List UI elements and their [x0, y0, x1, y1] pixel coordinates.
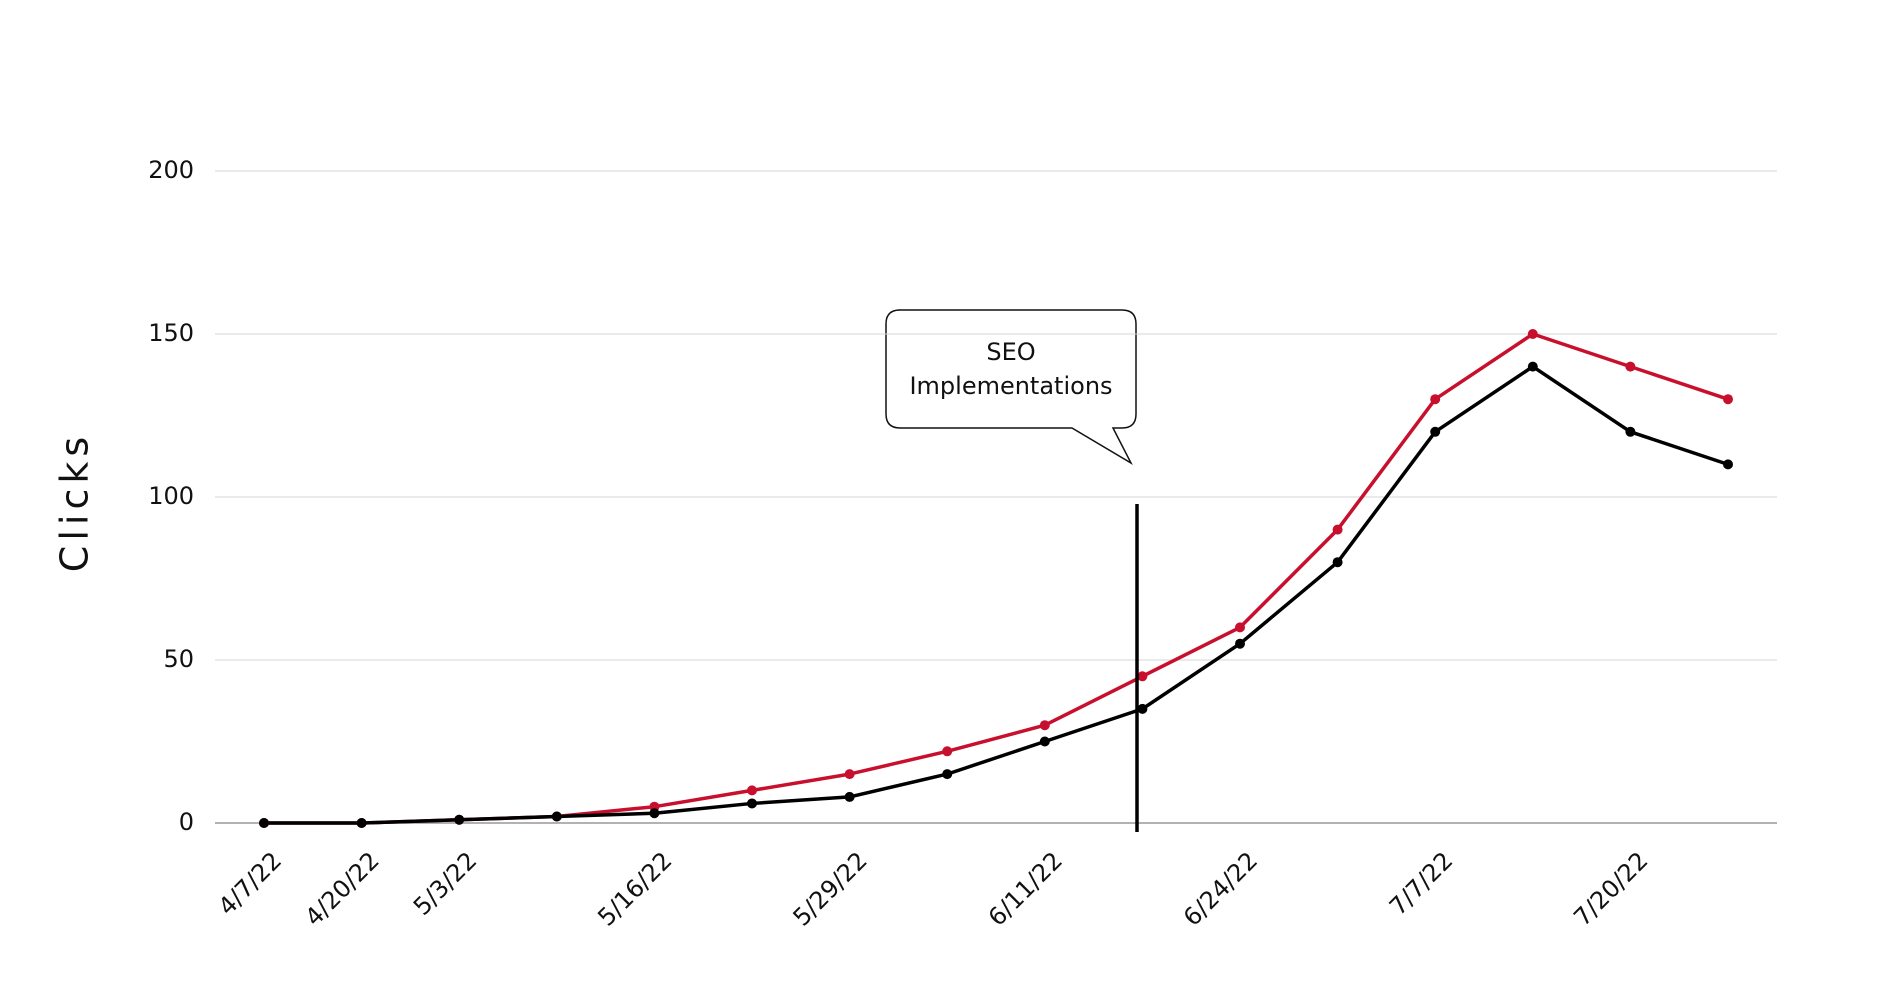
data-point	[1625, 361, 1636, 372]
data-point	[1332, 524, 1343, 535]
data-point	[1137, 703, 1148, 714]
data-point	[1723, 394, 1733, 405]
y-tick-label: 0	[179, 808, 194, 836]
x-tick-label: 4/20/22	[300, 846, 385, 931]
data-point	[1430, 394, 1441, 405]
data-point	[942, 746, 953, 757]
data-point	[844, 791, 855, 802]
y-axis-label: Clicks	[53, 432, 97, 572]
data-point	[747, 798, 757, 809]
callout-text: SEO Implementations	[909, 338, 1113, 400]
x-tick-label: 5/29/22	[788, 846, 873, 931]
data-point	[1235, 638, 1245, 649]
y-tick-label: 200	[148, 156, 194, 184]
callout-box	[885, 309, 1137, 465]
data-point	[942, 769, 953, 780]
x-tick-label: 7/20/22	[1568, 846, 1653, 931]
data-point	[1527, 329, 1538, 339]
y-tick-label: 150	[148, 319, 194, 347]
data-point	[454, 814, 465, 825]
data-point	[1625, 426, 1636, 437]
data-point	[1723, 459, 1733, 470]
data-point	[356, 818, 367, 828]
x-tick-label: 6/24/22	[1178, 846, 1263, 931]
x-tick-label: 4/7/22	[213, 846, 287, 920]
x-tick-label: 5/3/22	[408, 846, 482, 920]
y-tick-label: 100	[148, 482, 194, 510]
data-point	[1039, 736, 1050, 747]
x-tick-label: 5/16/22	[592, 846, 677, 931]
data-point	[1332, 557, 1343, 568]
data-point	[1039, 720, 1050, 731]
data-point	[1137, 671, 1148, 682]
data-point	[747, 785, 757, 796]
data-point	[844, 769, 855, 780]
series-line	[264, 364, 1729, 825]
x-tick-label: 7/7/22	[1384, 846, 1458, 920]
data-point	[649, 808, 660, 819]
x-tick-label: 6/11/22	[983, 846, 1068, 931]
data-point	[551, 811, 562, 822]
data-point	[1527, 361, 1538, 372]
data-point	[1235, 622, 1245, 633]
data-point	[1430, 426, 1441, 437]
data-point	[259, 818, 269, 828]
y-tick-label: 50	[163, 645, 194, 673]
